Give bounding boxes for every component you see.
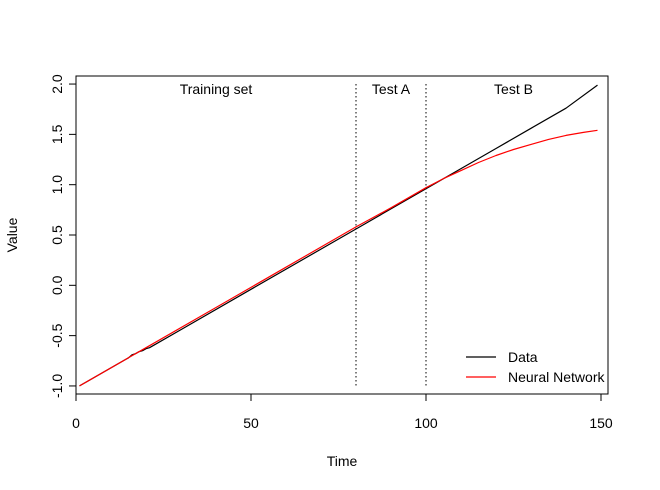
y-tick-label: -1.0 (49, 374, 65, 398)
region-label: Training set (180, 81, 253, 97)
legend-label: Neural Network (508, 369, 605, 385)
y-tick-label: 2.0 (49, 74, 65, 94)
x-tick-label: 0 (72, 415, 80, 431)
y-tick-label: 0.5 (49, 225, 65, 245)
y-axis: -1.0 -0.5 0.0 0.5 1.0 1.5 2.0 (49, 74, 77, 398)
legend: Data Neural Network (466, 349, 605, 385)
x-tick-label: 100 (414, 415, 438, 431)
x-axis: 0 50 100 150 (72, 393, 613, 431)
x-tick-label: 50 (243, 415, 259, 431)
region-label: Test A (372, 81, 411, 97)
x-tick-label: 150 (589, 415, 613, 431)
series-line-neural-network (79, 129, 598, 387)
y-tick-label: 0.0 (49, 275, 65, 295)
series-layer (79, 84, 598, 387)
region-label: Test B (494, 81, 533, 97)
y-axis-title: Value (4, 217, 20, 252)
y-tick-label: 1.0 (49, 175, 65, 195)
region-labels: Training set Test A Test B (180, 81, 533, 97)
legend-label: Data (508, 349, 538, 365)
x-axis-title: Time (327, 453, 358, 469)
y-tick-label: 1.5 (49, 124, 65, 144)
y-tick-label: -0.5 (49, 323, 65, 347)
